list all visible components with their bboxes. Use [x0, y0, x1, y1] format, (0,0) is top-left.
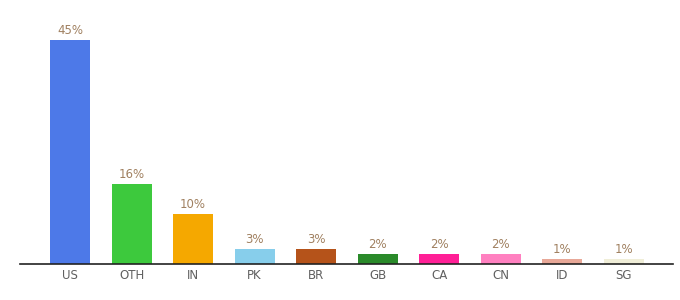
Text: 1%: 1% — [614, 243, 633, 256]
Bar — [112, 184, 152, 264]
Text: 1%: 1% — [553, 243, 571, 256]
Text: 2%: 2% — [369, 238, 387, 251]
Bar — [173, 214, 213, 264]
Text: 2%: 2% — [430, 238, 448, 251]
Text: 45%: 45% — [57, 24, 83, 37]
Bar — [542, 259, 582, 264]
Bar — [419, 254, 459, 264]
Text: 2%: 2% — [491, 238, 510, 251]
Text: 10%: 10% — [180, 198, 206, 211]
Text: 3%: 3% — [307, 233, 325, 246]
Bar — [604, 259, 643, 264]
Bar — [50, 40, 90, 264]
Text: 3%: 3% — [245, 233, 264, 246]
Bar — [235, 249, 275, 264]
Bar — [358, 254, 398, 264]
Text: 16%: 16% — [118, 168, 145, 181]
Bar — [481, 254, 520, 264]
Bar — [296, 249, 336, 264]
